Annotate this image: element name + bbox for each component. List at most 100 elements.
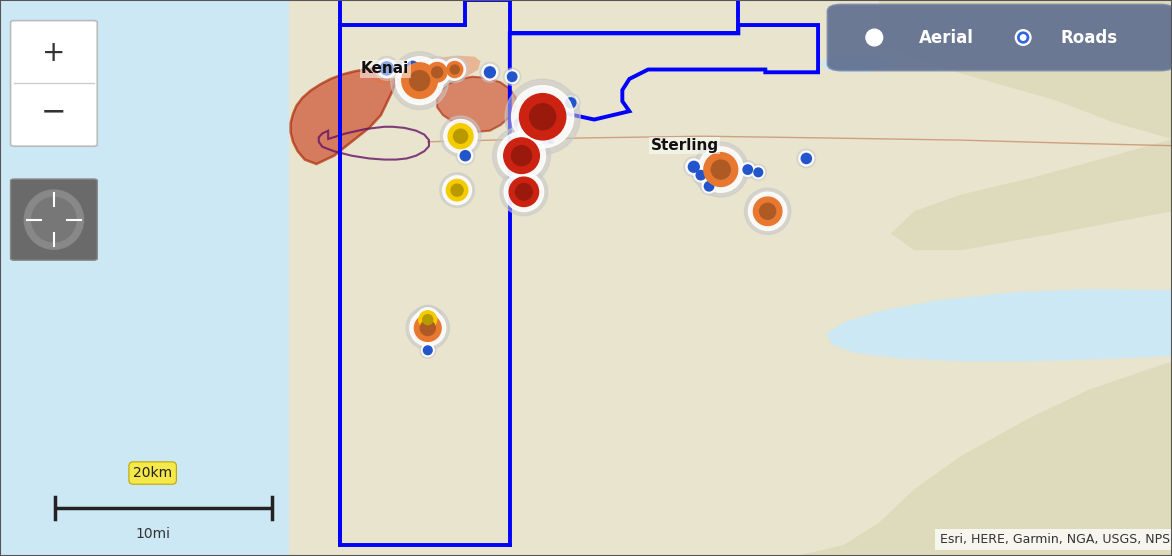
Ellipse shape bbox=[507, 72, 517, 81]
FancyBboxPatch shape bbox=[11, 179, 97, 260]
Polygon shape bbox=[762, 361, 1172, 556]
FancyBboxPatch shape bbox=[11, 21, 97, 146]
Ellipse shape bbox=[443, 176, 471, 205]
Ellipse shape bbox=[498, 132, 545, 180]
Ellipse shape bbox=[458, 148, 472, 163]
Ellipse shape bbox=[415, 315, 441, 341]
Polygon shape bbox=[879, 0, 1172, 139]
Ellipse shape bbox=[741, 163, 755, 176]
Ellipse shape bbox=[420, 342, 436, 358]
Ellipse shape bbox=[505, 70, 519, 83]
Ellipse shape bbox=[422, 319, 438, 337]
Ellipse shape bbox=[414, 305, 442, 334]
Ellipse shape bbox=[694, 142, 748, 197]
Ellipse shape bbox=[375, 56, 398, 81]
Ellipse shape bbox=[431, 67, 443, 78]
Ellipse shape bbox=[454, 183, 468, 197]
Ellipse shape bbox=[511, 86, 574, 148]
Text: Aerial: Aerial bbox=[919, 28, 974, 47]
Text: Sterling: Sterling bbox=[650, 138, 718, 153]
Ellipse shape bbox=[377, 59, 396, 78]
Ellipse shape bbox=[484, 67, 496, 78]
Ellipse shape bbox=[704, 153, 737, 186]
Ellipse shape bbox=[694, 168, 708, 182]
Ellipse shape bbox=[566, 98, 575, 108]
Ellipse shape bbox=[505, 79, 580, 155]
Polygon shape bbox=[820, 56, 891, 72]
Ellipse shape bbox=[797, 149, 816, 168]
Ellipse shape bbox=[482, 64, 498, 80]
Ellipse shape bbox=[409, 71, 430, 91]
Ellipse shape bbox=[686, 159, 702, 175]
Ellipse shape bbox=[516, 183, 532, 200]
Polygon shape bbox=[826, 289, 1172, 361]
Ellipse shape bbox=[866, 29, 883, 46]
Ellipse shape bbox=[407, 61, 418, 72]
Ellipse shape bbox=[504, 138, 539, 173]
Ellipse shape bbox=[754, 197, 782, 226]
Ellipse shape bbox=[447, 180, 468, 201]
Ellipse shape bbox=[1017, 32, 1029, 43]
Ellipse shape bbox=[799, 151, 813, 166]
Ellipse shape bbox=[440, 173, 475, 207]
Text: 20km: 20km bbox=[134, 466, 172, 480]
Ellipse shape bbox=[423, 315, 432, 325]
Ellipse shape bbox=[564, 96, 578, 110]
Ellipse shape bbox=[428, 62, 447, 82]
Ellipse shape bbox=[750, 165, 766, 180]
Ellipse shape bbox=[429, 64, 443, 78]
Ellipse shape bbox=[423, 321, 437, 335]
Ellipse shape bbox=[451, 184, 463, 196]
Ellipse shape bbox=[1015, 29, 1031, 45]
Ellipse shape bbox=[702, 180, 716, 193]
Ellipse shape bbox=[423, 346, 432, 355]
Ellipse shape bbox=[744, 188, 791, 235]
Ellipse shape bbox=[32, 197, 76, 242]
Ellipse shape bbox=[442, 57, 468, 82]
Ellipse shape bbox=[530, 104, 556, 130]
Ellipse shape bbox=[683, 157, 704, 177]
Text: 10mi: 10mi bbox=[135, 527, 170, 541]
Ellipse shape bbox=[404, 59, 421, 75]
Ellipse shape bbox=[380, 62, 394, 75]
Ellipse shape bbox=[396, 57, 443, 105]
Ellipse shape bbox=[425, 324, 435, 332]
Ellipse shape bbox=[448, 124, 473, 148]
Ellipse shape bbox=[431, 66, 441, 76]
Ellipse shape bbox=[444, 59, 465, 80]
Ellipse shape bbox=[492, 127, 551, 185]
Text: Esri, HERE, Garmin, NGA, USGS, NPS: Esri, HERE, Garmin, NGA, USGS, NPS bbox=[940, 533, 1170, 546]
Ellipse shape bbox=[802, 153, 811, 163]
Ellipse shape bbox=[699, 147, 743, 192]
Ellipse shape bbox=[454, 129, 468, 143]
Ellipse shape bbox=[421, 56, 454, 88]
Ellipse shape bbox=[696, 171, 706, 180]
Text: +: + bbox=[42, 39, 66, 67]
Ellipse shape bbox=[402, 57, 423, 77]
Ellipse shape bbox=[402, 63, 437, 98]
Polygon shape bbox=[289, 0, 1172, 556]
Ellipse shape bbox=[456, 186, 465, 195]
Ellipse shape bbox=[452, 181, 469, 199]
Polygon shape bbox=[367, 56, 481, 87]
Ellipse shape bbox=[504, 68, 520, 86]
Ellipse shape bbox=[701, 177, 717, 195]
Ellipse shape bbox=[416, 308, 440, 331]
Ellipse shape bbox=[519, 93, 566, 140]
Ellipse shape bbox=[1021, 35, 1026, 40]
Ellipse shape bbox=[418, 311, 437, 329]
Polygon shape bbox=[291, 68, 398, 164]
Ellipse shape bbox=[424, 59, 450, 86]
Ellipse shape bbox=[444, 120, 477, 153]
Ellipse shape bbox=[754, 168, 763, 177]
Ellipse shape bbox=[509, 177, 539, 206]
Ellipse shape bbox=[450, 65, 459, 74]
Ellipse shape bbox=[461, 151, 470, 161]
Ellipse shape bbox=[743, 165, 752, 174]
Ellipse shape bbox=[749, 192, 786, 230]
Ellipse shape bbox=[511, 146, 532, 166]
Text: Roads: Roads bbox=[1061, 28, 1118, 47]
Polygon shape bbox=[437, 77, 516, 132]
Ellipse shape bbox=[390, 52, 449, 110]
Ellipse shape bbox=[711, 160, 730, 179]
